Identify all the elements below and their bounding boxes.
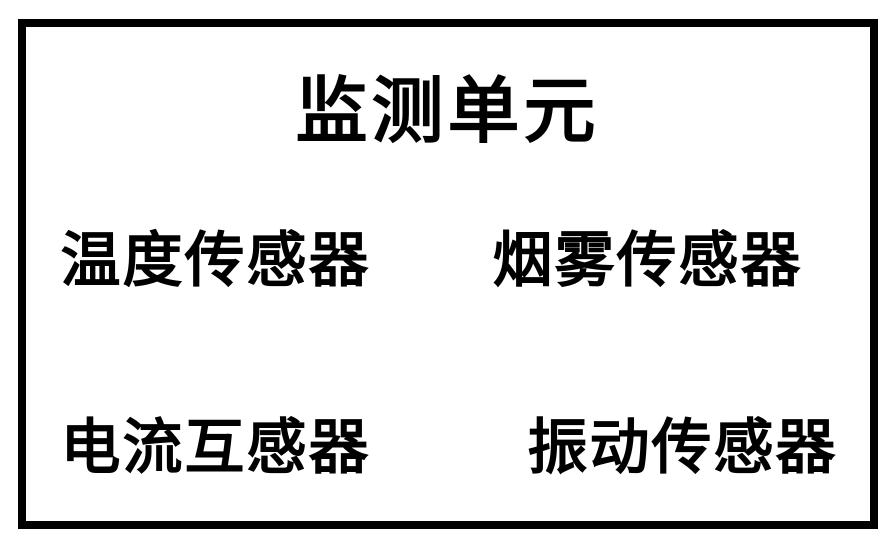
sensor-grid: 温度传感器 烟雾传感器 电流互感器 振动传感器: [56, 212, 840, 501]
sensor-temperature: 温度传感器: [56, 212, 438, 314]
monitoring-unit-diagram: 监测单元 温度传感器 烟雾传感器 电流互感器 振动传感器: [18, 19, 878, 529]
sensor-current-transformer: 电流互感器: [56, 399, 438, 501]
diagram-title: 监测单元: [56, 52, 840, 157]
sensor-smoke: 烟雾传感器: [458, 212, 840, 314]
sensor-vibration: 振动传感器: [458, 399, 840, 501]
